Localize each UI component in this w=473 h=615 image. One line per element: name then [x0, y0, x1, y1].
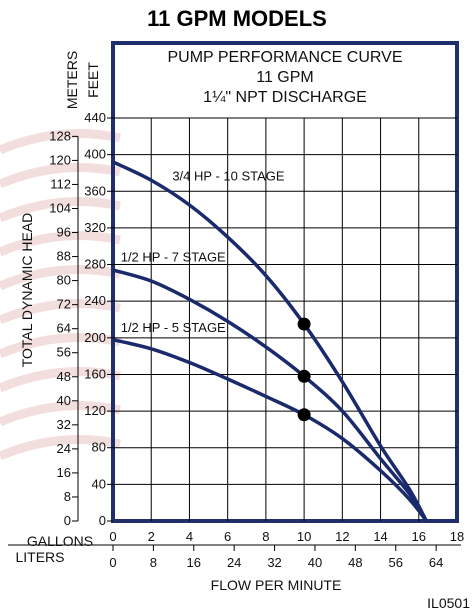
x-tick-gallons-label: 2 — [148, 529, 155, 544]
x-unit-primary: GALLONS — [27, 533, 93, 549]
y-tick-meters-label: 8 — [64, 489, 71, 504]
x-tick-gallons-label: 16 — [412, 529, 426, 544]
y-tick-feet-label: 400 — [84, 147, 106, 162]
x-tick-gallons-label: 18 — [450, 529, 464, 544]
y-ticks-meters: 0 8 16 24 32 40 48 56 64 72 80 88 96 104 112 120 128 — [49, 128, 79, 528]
y-tick-feet-label: 80 — [92, 440, 106, 455]
background-stripe — [0, 367, 121, 393]
x-tick-liters-label: 16 — [187, 555, 201, 570]
x-tick-gallons-label: 14 — [373, 529, 387, 544]
y-unit-secondary: METERS — [64, 51, 80, 109]
y-tick-meters-label: 96 — [57, 225, 71, 240]
background-stripe — [0, 231, 121, 257]
y-tick-meters-label: 80 — [57, 273, 71, 288]
image-code: IL0501 — [427, 595, 470, 611]
y-tick-meters-label: 24 — [57, 441, 71, 456]
rated-point-2 — [297, 369, 311, 383]
x-tick-liters-label: 48 — [348, 555, 362, 570]
y-tick-meters-label: 40 — [57, 393, 71, 408]
x-tick-gallons-label: 10 — [297, 529, 311, 544]
rated-point-1 — [297, 317, 311, 331]
series-labels: 3/4 HP - 10 STAGE 1/2 HP - 7 STAGE 1/2 HP … — [121, 169, 285, 335]
curve-2 — [112, 268, 428, 522]
y-tick-feet-label: 40 — [92, 476, 106, 491]
x-axis-label: FLOW PER MINUTE — [211, 577, 342, 593]
background-stripe — [0, 163, 121, 189]
series-label-1: 3/4 HP - 10 STAGE — [172, 169, 285, 184]
chart-title-line-1: PUMP PERFORMANCE CURVE — [168, 49, 403, 66]
y-tick-meters-label: 104 — [49, 200, 71, 215]
x-tick-liters-label: 40 — [308, 555, 322, 570]
y-tick-feet-label: 0 — [99, 513, 106, 528]
y-tick-meters-label: 32 — [57, 417, 71, 432]
y-tick-meters-label: 120 — [49, 152, 71, 167]
x-tick-liters-label: 8 — [150, 555, 157, 570]
y-tick-meters-label: 128 — [49, 128, 71, 143]
background-stripe — [0, 197, 121, 223]
background-stripe — [0, 435, 121, 461]
y-tick-meters-label: 56 — [57, 345, 71, 360]
chart-title-line-2: 11 GPM — [256, 69, 314, 86]
rated-points — [297, 317, 311, 422]
x-tick-liters-label: 64 — [429, 555, 443, 570]
curve-3 — [112, 337, 428, 523]
x-ticks-liters: 0 8 16 24 32 40 48 56 64 — [109, 545, 443, 570]
y-tick-feet-label: 120 — [84, 403, 106, 418]
x-tick-gallons-label: 6 — [224, 529, 231, 544]
y-tick-feet-label: 160 — [84, 366, 106, 381]
background-stripe — [0, 299, 121, 325]
y-tick-feet-label: 320 — [84, 220, 106, 235]
rated-point-3 — [297, 408, 311, 422]
y-tick-meters-label: 48 — [57, 369, 71, 384]
chart-title-line-3: 1¼" NPT DISCHARGE — [203, 89, 367, 106]
x-tick-gallons-label: 4 — [186, 529, 193, 544]
y-axis-label: TOTAL DYNAMIC HEAD — [19, 213, 35, 368]
x-unit-secondary: LITERS — [15, 549, 64, 565]
y-tick-feet-label: 440 — [84, 110, 106, 125]
series-label-3: 1/2 HP - 5 STAGE — [121, 320, 226, 335]
x-tick-liters-label: 32 — [267, 555, 281, 570]
y-tick-feet-label: 360 — [84, 183, 106, 198]
series-label-2: 1/2 HP - 7 STAGE — [121, 250, 226, 265]
y-unit-primary: FEET — [85, 62, 101, 98]
x-tick-gallons-label: 8 — [262, 529, 269, 544]
y-tick-feet-label: 240 — [84, 293, 106, 308]
y-tick-meters-label: 0 — [64, 513, 71, 528]
y-tick-meters-label: 88 — [57, 249, 71, 264]
background-stripe — [0, 265, 121, 291]
performance-curves — [112, 160, 428, 523]
page-heading: 11 GPM MODELS — [147, 6, 327, 31]
y-tick-feet-label: 280 — [84, 257, 106, 272]
y-tick-meters-label: 16 — [57, 465, 71, 480]
background-stripe — [0, 401, 121, 427]
curve-1 — [112, 160, 428, 522]
y-tick-feet-label: 200 — [84, 330, 106, 345]
x-tick-gallons-label: 12 — [335, 529, 349, 544]
y-tick-meters-label: 72 — [57, 297, 71, 312]
x-tick-liters-label: 24 — [227, 555, 241, 570]
y-ticks-feet: 0 40 80 120 160 200 240 280 320 360 400 440 — [84, 110, 113, 528]
background-stripe — [0, 129, 121, 155]
x-tick-liters-label: 56 — [389, 555, 403, 570]
y-tick-meters-label: 112 — [50, 176, 71, 191]
x-tick-gallons-label: 0 — [109, 529, 116, 544]
y-tick-meters-label: 64 — [57, 321, 71, 336]
x-tick-liters-label: 0 — [109, 555, 116, 570]
chart-frame — [111, 41, 459, 523]
background-stripe — [0, 333, 121, 359]
